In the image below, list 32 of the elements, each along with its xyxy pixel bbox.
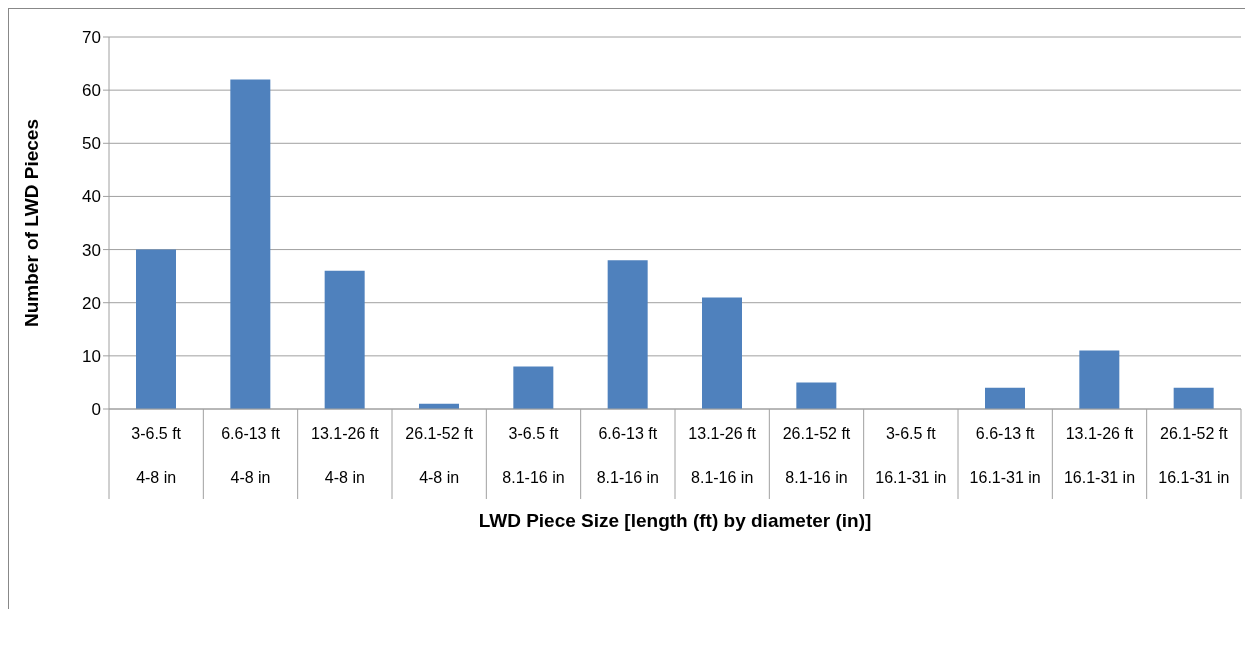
category-label: 6.6-13 ft 8.1-16 in bbox=[596, 425, 659, 486]
bar bbox=[796, 382, 837, 409]
x-axis-title: LWD Piece Size [length (ft) by diameter (in)] bbox=[478, 510, 872, 531]
bar bbox=[702, 297, 742, 409]
y-tick-label: 10 bbox=[82, 346, 101, 366]
y-tick-label: 0 bbox=[91, 400, 101, 420]
bar bbox=[1079, 350, 1120, 409]
category-label: 6.6-13 ft 16.1-31 in bbox=[969, 425, 1041, 486]
bar bbox=[1173, 387, 1214, 409]
category-label: 13.1-26 ft 8.1-16 in bbox=[688, 425, 756, 486]
category-label: 26.1-52 ft 4-8 in bbox=[405, 425, 473, 486]
bar bbox=[513, 366, 554, 409]
y-axis-title: Number of LWD Pieces bbox=[20, 119, 42, 327]
category-label: 13.1-26 ft 4-8 in bbox=[311, 425, 379, 486]
category-label: 26.1-52 ft 8.1-16 in bbox=[782, 425, 851, 486]
bar bbox=[324, 270, 365, 409]
bar bbox=[136, 249, 176, 409]
category-label: 26.1-52 ft 16.1-31 in bbox=[1158, 425, 1230, 486]
y-tick-label: 60 bbox=[82, 81, 101, 101]
category-label: 6.6-13 ft 4-8 in bbox=[221, 425, 280, 486]
y-tick-label: 70 bbox=[82, 28, 101, 48]
category-label: 3-6.5 ft 16.1-31 in bbox=[875, 425, 947, 486]
y-tick-label: 40 bbox=[82, 187, 101, 207]
bar bbox=[985, 387, 1025, 409]
category-label: 3-6.5 ft 4-8 in bbox=[131, 425, 182, 486]
y-tick-label: 20 bbox=[82, 293, 101, 313]
category-label: 13.1-26 ft 16.1-31 in bbox=[1063, 425, 1136, 486]
bar bbox=[230, 79, 271, 409]
category-label: 3-6.5 ft 8.1-16 in bbox=[502, 425, 565, 486]
y-tick-label: 50 bbox=[82, 134, 101, 154]
y-tick-label: 30 bbox=[82, 240, 101, 260]
bar bbox=[607, 260, 648, 409]
